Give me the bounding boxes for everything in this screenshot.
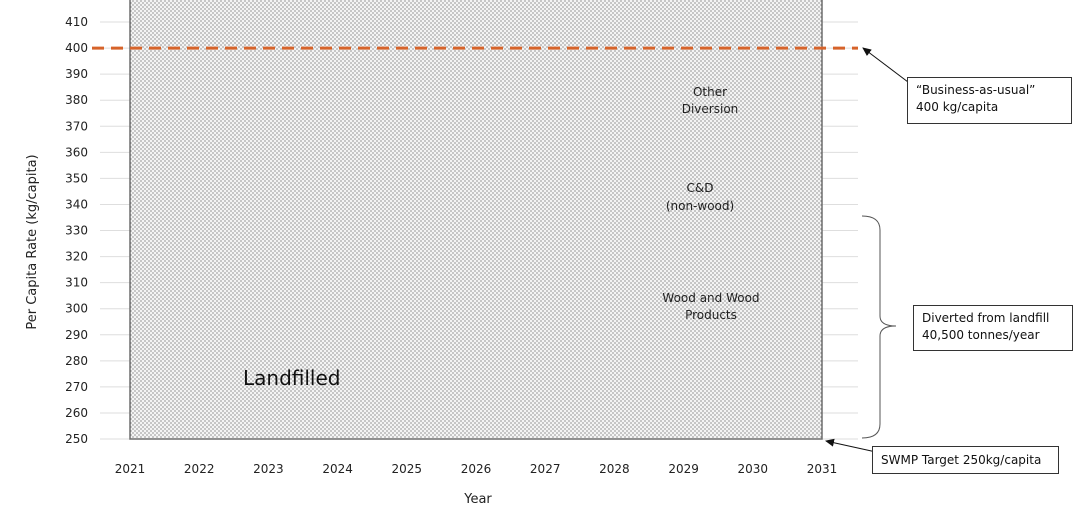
diverted-callout-line1: Diverted from landfill [922, 311, 1050, 325]
x-tick-label: 2023 [253, 462, 284, 476]
bau-callout: “Business-as-usual” 400 kg/capita [907, 77, 1072, 124]
landfilled-label: Landfilled [243, 366, 340, 390]
target-callout-arrow [825, 438, 877, 453]
bau-callout-line2: 400 kg/capita [916, 100, 999, 114]
diverted-callout-line2: 40,500 tonnes/year [922, 328, 1040, 342]
y-tick-label: 340 [65, 197, 88, 211]
y-tick-label: 350 [65, 171, 88, 185]
area-landfilled [129, 0, 823, 440]
other-diversion-label-1: Other [693, 85, 727, 99]
y-tick-label: 410 [65, 15, 88, 29]
x-tick-label: 2021 [115, 462, 146, 476]
y-tick-label: 260 [65, 406, 88, 420]
x-tick-label: 2030 [738, 462, 769, 476]
y-tick-label: 330 [65, 224, 88, 238]
y-tick-label: 380 [65, 93, 88, 107]
diverted-brace [861, 215, 897, 439]
x-tick-label: 2029 [668, 462, 699, 476]
y-tick-label: 370 [65, 119, 88, 133]
x-tick-label: 2024 [322, 462, 353, 476]
x-tick-label: 2027 [530, 462, 561, 476]
y-tick-label: 280 [65, 354, 88, 368]
target-callout: SWMP Target 250kg/capita [872, 446, 1059, 474]
wood-label-2: Products [685, 308, 737, 322]
x-tick-label: 2025 [392, 462, 423, 476]
y-tick-label: 390 [65, 67, 88, 81]
x-tick-label: 2022 [184, 462, 215, 476]
y-tick-label: 360 [65, 145, 88, 159]
x-tick-label: 2028 [599, 462, 630, 476]
y-tick-label: 270 [65, 380, 88, 394]
diverted-callout: Diverted from landfill 40,500 tonnes/yea… [913, 305, 1073, 351]
cd-label-2: (non-wood) [666, 199, 734, 213]
x-tick-label: 2031 [807, 462, 838, 476]
y-tick-label: 300 [65, 302, 88, 316]
bau-callout-line1: “Business-as-usual” [916, 83, 1036, 97]
bau-callout-arrow [862, 47, 909, 83]
y-axis-title: Per Capita Rate (kg/capita) [25, 154, 40, 329]
y-tick-label: 290 [65, 328, 88, 342]
y-tick-label: 250 [65, 432, 88, 446]
other-diversion-label-2: Diversion [682, 102, 739, 116]
areas [129, 0, 823, 440]
x-axis: 2021 2022 2023 2024 2025 2026 2027 2028 2029 2030… [115, 462, 838, 476]
x-axis-title: Year [463, 492, 492, 507]
cd-label-1: C&D [687, 181, 714, 195]
y-tick-label: 310 [65, 276, 88, 290]
wood-label-1: Wood and Wood [662, 291, 759, 305]
y-tick-label: 320 [65, 250, 88, 264]
target-callout-text: SWMP Target 250kg/capita [881, 453, 1042, 467]
y-axis: 410 400 390 380 370 360 350 340 330 320 310 300 290 2… [65, 15, 88, 446]
x-tick-label: 2026 [461, 462, 492, 476]
y-tick-label: 400 [65, 41, 88, 55]
